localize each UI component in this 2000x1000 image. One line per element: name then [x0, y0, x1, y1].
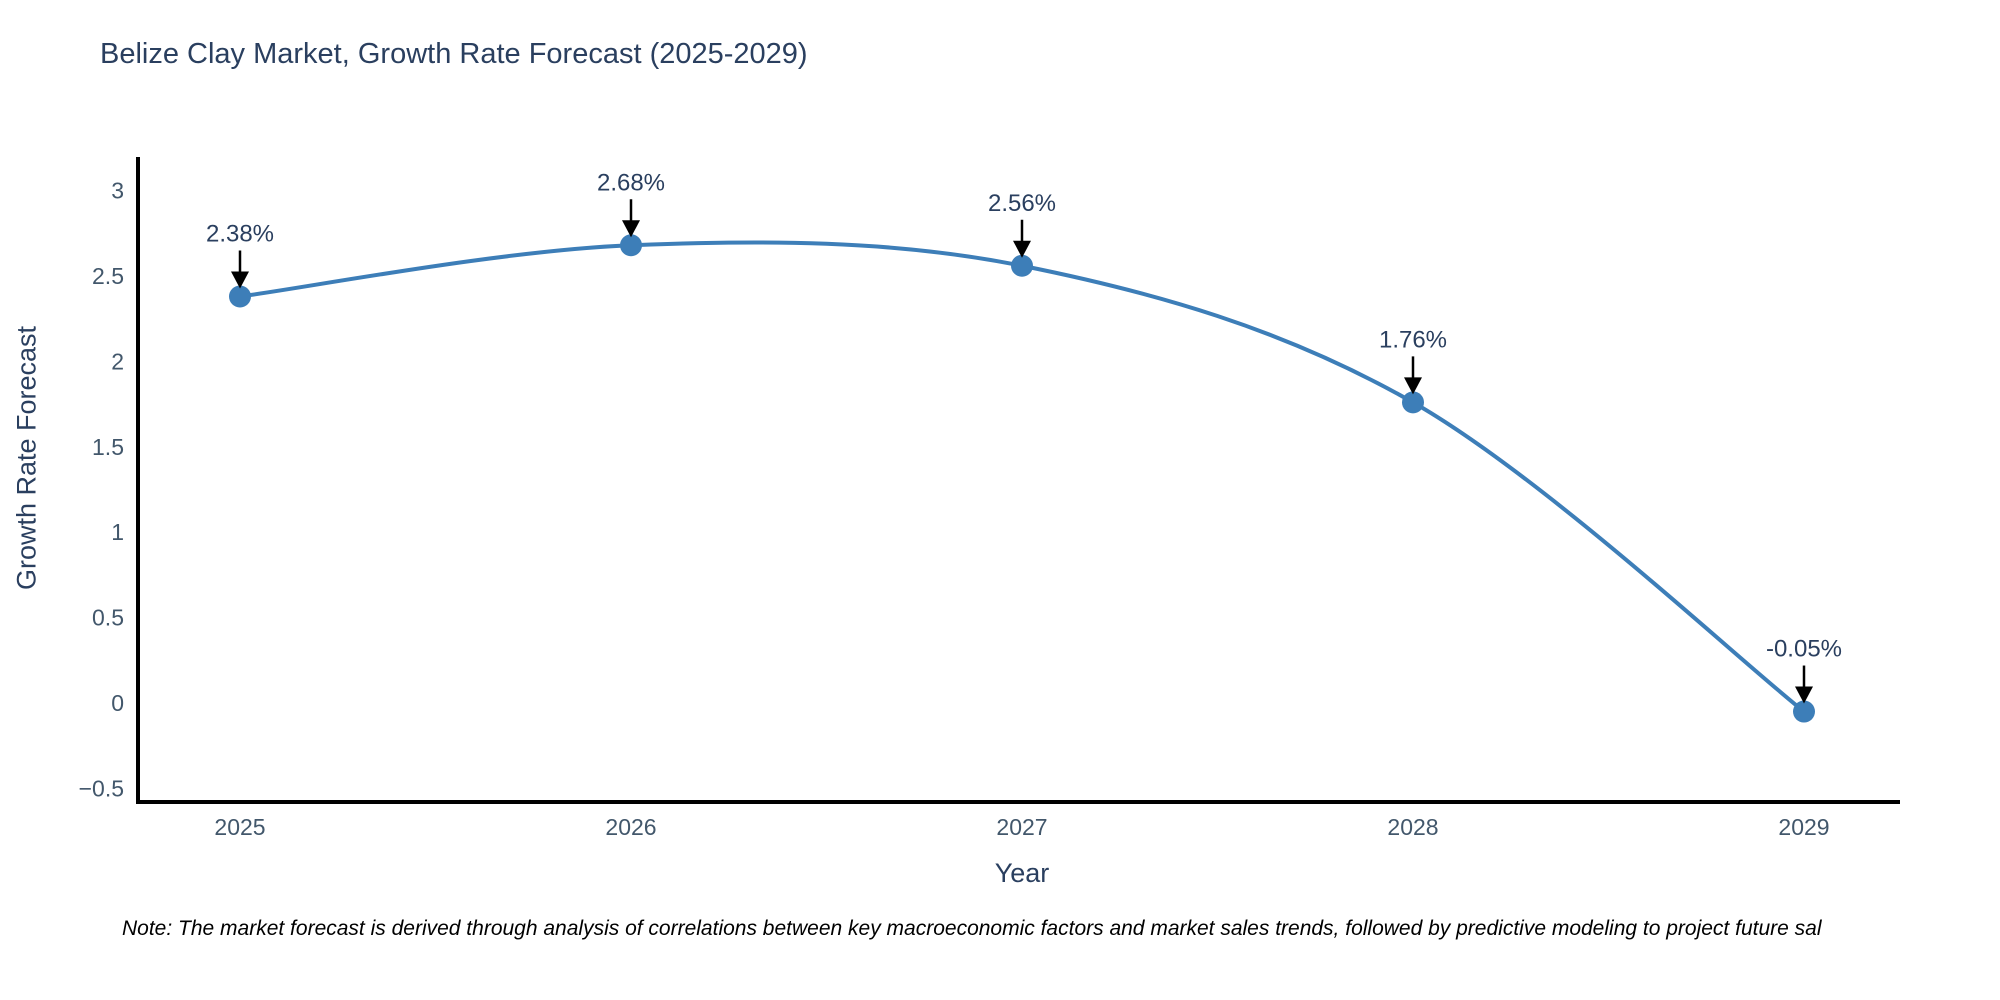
y-axis-title: Growth Rate Forecast: [11, 325, 42, 591]
x-tick-label: 2027: [996, 814, 1047, 840]
annotation-label: -0.05%: [1766, 636, 1842, 663]
annotation-label: 2.68%: [597, 169, 665, 196]
annotation-arrow-head: [622, 220, 640, 238]
y-tick-label: 2.5: [92, 263, 124, 289]
data-point-2025[interactable]: [229, 285, 251, 308]
data-point-2026[interactable]: [620, 234, 642, 257]
data-point-2029[interactable]: [1793, 700, 1815, 723]
footnote: Note: The market forecast is derived thr…: [122, 917, 1822, 940]
x-tick-label: 2028: [1387, 814, 1438, 840]
y-tick-label: −0.5: [79, 775, 124, 801]
annotation-label: 2.56%: [988, 190, 1056, 217]
x-tick-label: 2029: [1778, 814, 1829, 840]
series-line: [239, 240, 1806, 714]
annotation-label: 1.76%: [1379, 326, 1447, 353]
annotation-arrow-head: [1013, 240, 1031, 258]
annotation-label: 2.38%: [206, 220, 274, 247]
annotation-arrow-head: [1404, 377, 1422, 395]
y-tick-label: 0: [111, 690, 124, 716]
data-point-2027[interactable]: [1011, 254, 1033, 277]
annotation-arrow-head: [1795, 686, 1813, 704]
annotation-arrow-head: [231, 271, 249, 289]
x-axis-title: Year: [994, 858, 1050, 888]
x-tick-label: 2026: [605, 814, 656, 840]
x-tick-label: 2025: [214, 814, 265, 840]
chart-title: Belize Clay Market, Growth Rate Forecast…: [100, 38, 808, 70]
y-tick-label: 1: [111, 519, 124, 545]
data-point-2028[interactable]: [1402, 391, 1424, 414]
y-tick-label: 3: [111, 178, 124, 204]
y-tick-label: 2: [111, 348, 124, 374]
y-tick-label: 0.5: [92, 605, 124, 631]
y-tick-label: 1.5: [92, 434, 124, 460]
